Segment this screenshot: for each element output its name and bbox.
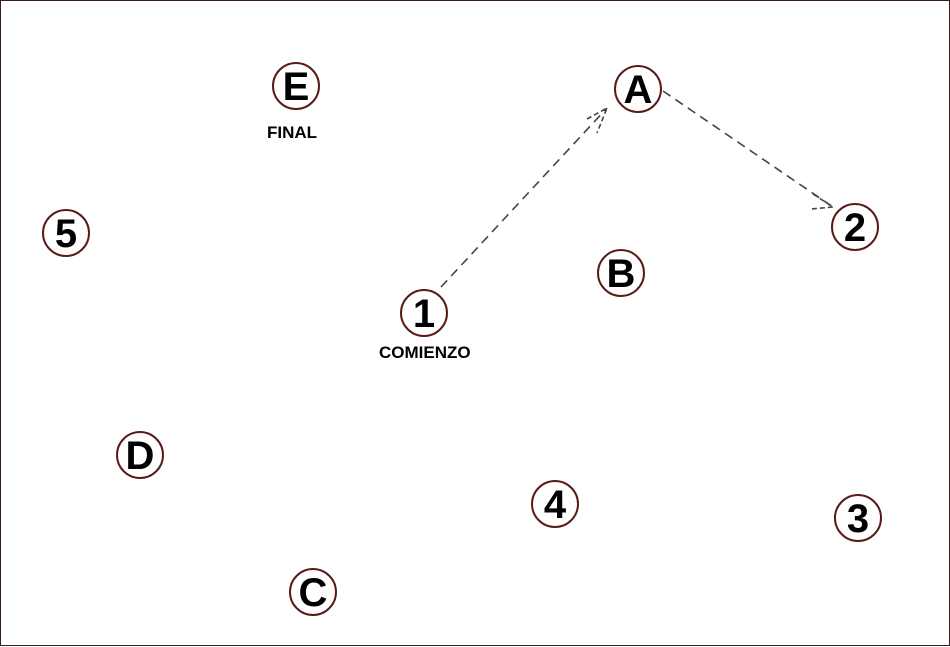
node-d-label: D — [125, 434, 155, 478]
arrow-1-to-a-head — [586, 106, 609, 134]
node-1: 1 — [400, 289, 448, 337]
node-2-label: 2 — [843, 206, 867, 250]
node-d: D — [116, 431, 164, 479]
node-c: C — [289, 568, 337, 616]
arrow-a-to-2 — [662, 90, 834, 208]
arrow-a-to-2-head — [810, 193, 836, 210]
arrow-1-to-a — [440, 107, 608, 288]
node-5-label: 5 — [54, 212, 78, 256]
node-1-label: 1 — [412, 292, 436, 336]
node-b-label: B — [606, 252, 636, 296]
node-3: 3 — [834, 494, 882, 542]
node-4-label: 4 — [543, 483, 567, 527]
node-5: 5 — [42, 209, 90, 257]
node-2: 2 — [831, 203, 879, 251]
node-e: E — [272, 62, 320, 110]
node-e-label: E — [282, 65, 310, 109]
caption-start: COMIENZO — [379, 343, 471, 362]
node-a: A — [614, 65, 662, 113]
node-4: 4 — [531, 480, 579, 528]
node-a-label: A — [623, 68, 653, 112]
node-3-label: 3 — [846, 497, 870, 541]
caption-final: FINAL — [267, 123, 318, 142]
node-c-label: C — [298, 571, 328, 615]
node-b: B — [597, 249, 645, 297]
